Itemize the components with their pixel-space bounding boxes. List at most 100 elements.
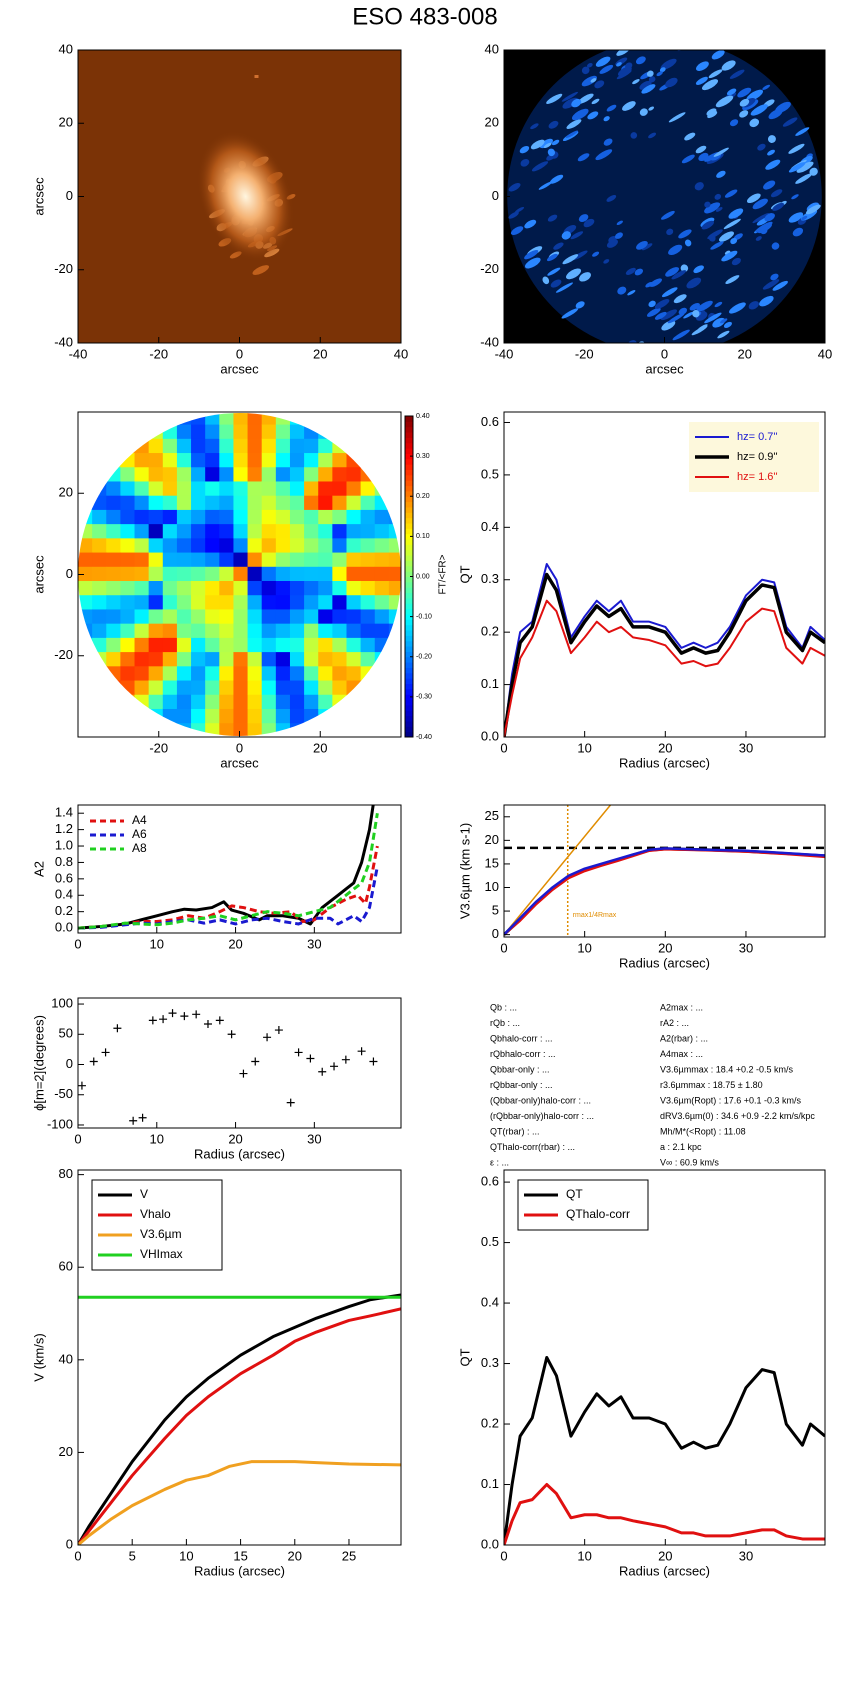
colormap-cell	[233, 708, 249, 724]
image-blob	[668, 112, 686, 123]
colormap-cell	[304, 424, 319, 439]
scatter-point	[274, 1026, 283, 1035]
panel: -40 -20 0 20 40 -40 -20 0 20 40 arcsec	[480, 41, 832, 376]
colorbar-cell	[405, 630, 413, 636]
x-tick-label: -20	[149, 346, 168, 361]
y-tick-label: 0.8	[55, 854, 73, 869]
colormap-cell	[205, 680, 220, 695]
image-blob	[616, 220, 623, 226]
colorbar-cell	[405, 720, 413, 727]
parameter-right: V3.6µmmax : 18.4 +0.2 -0.5 km/s	[660, 1064, 793, 1074]
colorbar-cell	[405, 421, 413, 428]
image-blob	[660, 58, 677, 70]
parameter-right: rA2 : ...	[660, 1018, 689, 1028]
colormap-cell	[247, 594, 263, 610]
image-blob	[547, 267, 561, 276]
x-tick-label: 20	[288, 1548, 302, 1563]
x-tick-label: 0	[74, 1548, 81, 1563]
y-tick-label: 0.2	[55, 903, 73, 918]
image-blob	[555, 282, 574, 293]
y-tick-label: 0.6	[481, 414, 499, 429]
image-blob	[696, 61, 709, 71]
x-tick-label: 40	[394, 346, 408, 361]
image-blob	[724, 189, 738, 198]
colormap-cell	[247, 694, 263, 709]
image-blob	[697, 324, 708, 331]
scatter-point	[318, 1067, 327, 1076]
colormap-cell	[247, 665, 263, 681]
legend-label: hz= 0.7''	[737, 431, 778, 443]
colorbar-cell	[405, 597, 413, 604]
image-blob	[747, 193, 761, 204]
image-blob	[672, 329, 690, 341]
image-blob	[578, 214, 589, 222]
y-tick-label: 0.4	[55, 887, 73, 902]
colormap-cell	[191, 694, 206, 709]
image-blob	[729, 119, 739, 127]
scatter-point	[101, 1048, 110, 1057]
colormap-cell	[120, 609, 136, 624]
scatter-point	[251, 1057, 260, 1066]
colormap-cell	[304, 609, 319, 624]
y-tick-label: 100	[51, 995, 73, 1010]
x-tick-label: -20	[149, 740, 168, 755]
x-tick-label: 10	[150, 936, 164, 951]
parameter-list: Qb : ... rQb : ... Qbhalo-corr : ... rQbhal…	[490, 1002, 815, 1167]
image-blob	[788, 162, 806, 173]
colormap-cell	[78, 708, 93, 724]
image-blob	[547, 148, 556, 157]
colormap-cell	[261, 694, 277, 709]
colormap-cell	[374, 694, 390, 709]
panel: -40 -20 0 20 40 -40 -20 0 20 40 arcsec arcsec	[31, 41, 408, 376]
image-blob	[763, 180, 776, 190]
x-tick-label: 30	[739, 940, 753, 955]
colormap-cell	[360, 637, 376, 653]
x-tick-label: 10	[577, 740, 591, 755]
colormap-cell	[275, 609, 291, 624]
colormap-cell	[219, 594, 234, 610]
x-tick-label: 0	[661, 346, 668, 361]
image-blob	[636, 240, 648, 250]
x-axis-label: arcsec	[220, 755, 259, 770]
image-blob	[590, 78, 597, 83]
colormap-cell	[120, 623, 136, 638]
colormap-cell	[148, 651, 164, 667]
colormap-cell	[289, 580, 305, 596]
colormap-cell	[106, 722, 121, 736]
image-blob	[770, 189, 783, 198]
series-line	[78, 812, 379, 930]
colormap-cell	[275, 495, 291, 510]
image-blob	[770, 273, 779, 281]
scatter-point	[369, 1057, 378, 1066]
series-line	[504, 1356, 825, 1545]
colormap-cell	[346, 722, 362, 736]
colormap-cell	[289, 523, 305, 539]
colormap-cell	[233, 623, 249, 638]
colormap-cell	[318, 424, 333, 439]
colormap-cell	[78, 424, 93, 439]
y-tick-label: 0.2	[481, 1415, 499, 1430]
colormap-cell	[78, 466, 93, 482]
colormap-cell	[78, 537, 93, 553]
legend-label: hz= 1.6''	[737, 471, 778, 483]
colormap-cell	[134, 537, 150, 553]
y-axis-label: QT	[457, 565, 472, 583]
image-blob	[764, 213, 775, 222]
image-blob	[731, 257, 741, 266]
series-line	[504, 805, 612, 936]
colormap-cell	[191, 509, 206, 525]
colormap-cell	[106, 637, 121, 653]
image-blob	[591, 98, 600, 105]
x-axis-label: arcsec	[220, 361, 259, 376]
colormap-cell	[289, 552, 305, 567]
colormap-cell	[176, 665, 192, 681]
colormap-cell	[233, 481, 249, 496]
image-blob	[632, 79, 640, 85]
colormap-cell	[304, 694, 319, 709]
image-blob	[551, 139, 560, 146]
colorbar-cell	[405, 416, 413, 422]
colormap-cell	[134, 495, 150, 510]
colormap-cell	[261, 466, 277, 482]
colormap-cell	[318, 509, 333, 525]
image-blob	[755, 221, 773, 233]
